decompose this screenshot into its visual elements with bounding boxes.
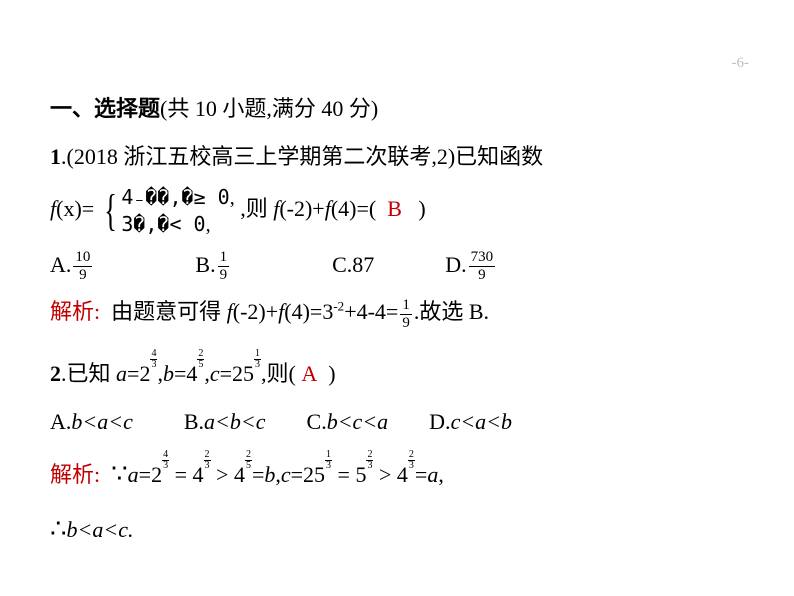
q2-stem: 2.已知 a=243,b=425,c=2513,则( A ): [50, 353, 749, 395]
q1-source-text: .(2018 浙江五校高三上学期第二次联考,2)已知函数: [61, 144, 543, 169]
piecewise: 4₋��,�≥ 0, 3�,�< 0,: [121, 184, 234, 238]
therefore-icon: ∴: [50, 514, 67, 543]
section-heading: 一、选择题(共 10 小题,满分 40 分): [50, 88, 749, 130]
q2-answer: A: [301, 361, 317, 386]
q1-x: (x)=: [56, 196, 94, 221]
case1: 4₋��,�≥ 0,: [121, 184, 234, 211]
section-title: 一、选择题: [50, 96, 160, 121]
q1-sol-text1: 由题意可得: [111, 299, 227, 324]
q1-arg2: (4)=(: [331, 196, 376, 221]
page-number: -6-: [732, 55, 750, 72]
q2-b-val: 425: [186, 353, 204, 395]
q2-solution-1: 解析: ∵a=243 = 423 > 425=b,c=2513 = 523 > …: [50, 449, 749, 498]
q1-arg1: (-2)+: [279, 196, 324, 221]
q1-close: ): [418, 196, 425, 221]
q1-optB-frac: 19: [218, 250, 230, 283]
q1-then: ,则: [240, 196, 273, 221]
q1-num: 1: [50, 144, 61, 169]
q1-optD-label: D.: [445, 252, 466, 277]
q1-optB-label: B.: [195, 252, 215, 277]
content-area: 一、选择题(共 10 小题,满分 40 分) 1.(2018 浙江五校高三上学期…: [0, 0, 794, 580]
q1-options: A.109 B.19 C.87 D.7309: [50, 244, 749, 286]
because-icon: ∵: [111, 459, 128, 488]
q2-a-val: 243: [139, 353, 157, 395]
q2-num: 2: [50, 361, 61, 386]
section-subtitle: (共 10 小题,满分 40 分): [160, 96, 378, 121]
q2-c-val: 2513: [232, 353, 261, 395]
q2-solution-2: ∴b<a<c.: [50, 504, 749, 553]
q1-optA-frac: 109: [73, 250, 92, 283]
q1-answer: B: [387, 196, 402, 221]
q1-optD-frac: 7309: [469, 250, 496, 283]
case2: 3�,�< 0,: [121, 211, 234, 238]
q1-sol-frac: 19: [400, 298, 412, 331]
q1-optC-label: C.87: [332, 252, 374, 277]
q1-solution: 解析: 由题意可得 f(-2)+f(4)=3-2+4-4=19.故选 B.: [50, 291, 749, 333]
q2-sol-label: 解析:: [50, 462, 100, 487]
brace-icon: {: [104, 189, 117, 233]
q1-function: f(x)= { 4₋��,�≥ 0, 3�,�< 0, ,则 f(-2)+f(4…: [50, 184, 749, 238]
q1-sol-label: 解析:: [50, 299, 100, 324]
q2-options: A.b<a<c B.a<b<c C.b<c<a D.c<a<b: [50, 401, 749, 443]
q1-optA-label: A.: [50, 252, 71, 277]
q1-source: 1.(2018 浙江五校高三上学期第二次联考,2)已知函数: [50, 136, 749, 178]
